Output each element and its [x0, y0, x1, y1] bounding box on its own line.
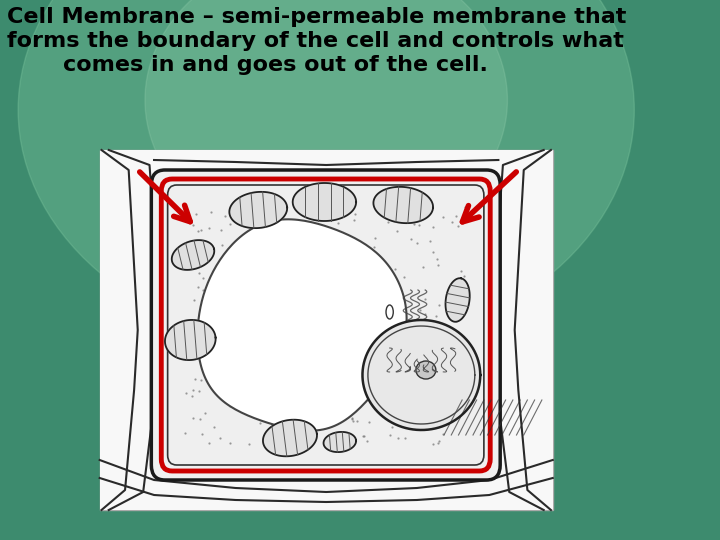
FancyBboxPatch shape — [151, 170, 500, 480]
Bar — [99, 150, 553, 510]
Ellipse shape — [416, 361, 436, 379]
Ellipse shape — [18, 0, 634, 350]
Bar — [99, 150, 553, 510]
Polygon shape — [293, 183, 356, 221]
Polygon shape — [172, 240, 215, 270]
Polygon shape — [263, 420, 317, 456]
Text: comes in and goes out of the cell.: comes in and goes out of the cell. — [63, 55, 488, 75]
Polygon shape — [362, 320, 480, 430]
Polygon shape — [323, 432, 356, 452]
FancyBboxPatch shape — [168, 185, 484, 465]
Polygon shape — [165, 320, 215, 360]
Polygon shape — [446, 278, 469, 322]
Polygon shape — [230, 192, 287, 228]
Text: Cell Membrane – semi-permeable membrane that: Cell Membrane – semi-permeable membrane … — [7, 7, 626, 27]
Ellipse shape — [145, 0, 508, 250]
Text: forms the boundary of the cell and controls what: forms the boundary of the cell and contr… — [7, 31, 624, 51]
Polygon shape — [374, 187, 433, 223]
Polygon shape — [197, 219, 407, 431]
